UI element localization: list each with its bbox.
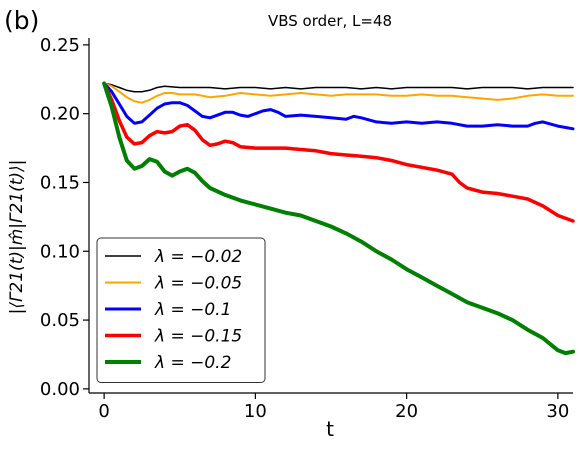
series-line-5 (102, 81, 575, 356)
y-tick-label: 0.00 (40, 379, 80, 400)
series-line-3 (102, 81, 575, 131)
legend-label: λ = −0.1 (154, 300, 231, 320)
legend-box (96, 237, 266, 383)
legend-label: λ = −0.15 (154, 327, 242, 347)
x-tick-label: 0 (98, 401, 109, 422)
legend-label: λ = −0.2 (154, 353, 231, 373)
ticks-layer: 0 10 20 30 0.00 0.05 0.10 0.15 0.20 0.25 (40, 35, 569, 422)
legend: λ = −0.02 λ = −0.05 λ = −0.1 λ = −0.15 λ = −… (96, 237, 266, 383)
x-tick-label: 10 (244, 401, 267, 422)
y-tick-label: 0.20 (40, 104, 80, 125)
y-tick-label: 0.15 (40, 172, 80, 193)
legend-label: λ = −0.05 (154, 274, 242, 294)
y-tick-label: 0.10 (40, 241, 80, 262)
y-axis-label: |⟨Γ21(t)|m̂|Γ21(t)⟩| (7, 160, 27, 315)
legend-label: λ = −0.02 (154, 247, 242, 267)
chart-title: VBS order, L=48 (268, 12, 392, 30)
y-tick-label: 0.05 (40, 310, 80, 331)
x-tick-label: 30 (546, 401, 569, 422)
series-line-1 (103, 82, 574, 93)
panel-label: (b) (4, 6, 40, 35)
series-line-4 (102, 81, 575, 223)
axes-layer (88, 38, 573, 394)
series-line-2 (103, 82, 574, 104)
series-layer (102, 81, 575, 356)
x-axis-label: t (326, 417, 334, 441)
y-tick-label: 0.25 (40, 35, 80, 56)
x-tick-label: 20 (395, 401, 418, 422)
